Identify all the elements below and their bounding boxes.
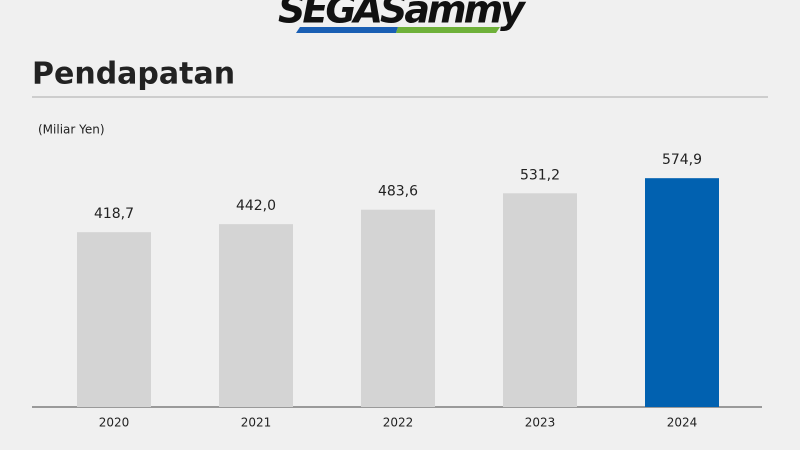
bar xyxy=(77,232,151,407)
logo-stripe-green xyxy=(396,27,500,33)
value-label: 574,9 xyxy=(662,152,702,168)
value-label: 442,0 xyxy=(236,198,276,214)
bar xyxy=(645,178,719,407)
unit-label: (Miliar Yen) xyxy=(38,123,105,137)
value-label: 418,7 xyxy=(94,206,134,222)
logo-stripe-blue xyxy=(296,27,398,33)
x-tick-label: 2024 xyxy=(667,416,698,430)
bar xyxy=(219,224,293,407)
value-label: 531,2 xyxy=(520,167,560,183)
x-tick-label: 2020 xyxy=(99,416,130,430)
logo: SEGASammy xyxy=(278,0,527,32)
bar xyxy=(361,209,435,407)
x-tick-label: 2023 xyxy=(525,416,556,430)
x-tick-label: 2021 xyxy=(241,416,272,430)
bar xyxy=(503,193,577,407)
chart-title: Pendapatan xyxy=(32,57,235,92)
value-label: 483,6 xyxy=(378,184,418,200)
x-tick-label: 2022 xyxy=(383,416,414,430)
